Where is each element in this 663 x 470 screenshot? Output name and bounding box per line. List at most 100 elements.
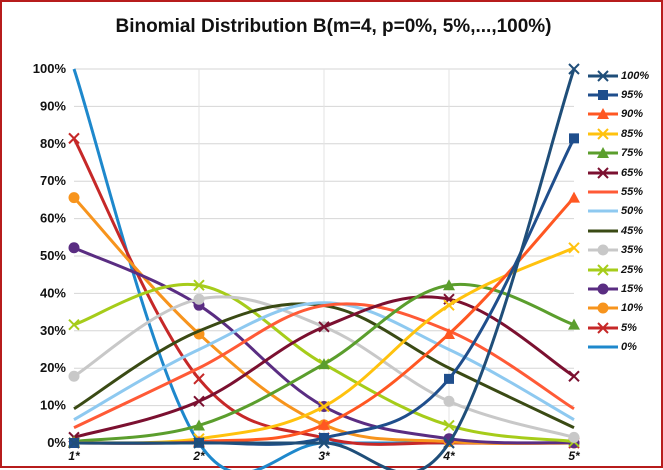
legend-label: 10% bbox=[621, 302, 644, 315]
legend-swatch bbox=[588, 108, 618, 120]
series-line bbox=[73, 302, 575, 430]
series-line bbox=[73, 301, 575, 421]
x-tick-label: 4* bbox=[442, 449, 456, 463]
data-point bbox=[68, 318, 80, 331]
legend-label: 95% bbox=[621, 89, 644, 102]
legend-swatch bbox=[588, 345, 618, 349]
legend-item: 100% bbox=[588, 66, 662, 85]
y-tick-label: 60% bbox=[40, 211, 66, 226]
legend-label: 75% bbox=[621, 147, 644, 160]
data-point bbox=[597, 283, 609, 295]
legend-label: 35% bbox=[621, 244, 644, 257]
data-point bbox=[568, 318, 580, 330]
legend-label: 100% bbox=[621, 69, 650, 82]
legend-item: 65% bbox=[588, 163, 662, 182]
legend: 100% 95% 90% 85% 75% 65% 55% 50% 45% 35% 25% 15% 10%… bbox=[588, 66, 662, 357]
series-100-pct bbox=[68, 63, 580, 470]
legend-item: 55% bbox=[588, 182, 662, 201]
legend-label: 90% bbox=[621, 108, 644, 121]
x-tick-label: 1* bbox=[68, 449, 81, 463]
data-point bbox=[318, 437, 330, 449]
x-tick-labels: 1* 2* 3* 4* 5* bbox=[68, 449, 581, 463]
data-point bbox=[568, 370, 580, 382]
data-point bbox=[597, 147, 609, 159]
y-tick-label: 20% bbox=[40, 360, 66, 375]
y-tick-label: 0% bbox=[47, 435, 66, 450]
data-point bbox=[568, 431, 580, 443]
legend-item: 25% bbox=[588, 260, 662, 279]
data-point bbox=[597, 322, 609, 334]
legend-label: 65% bbox=[621, 166, 644, 179]
x-tick-label: 3* bbox=[318, 449, 331, 463]
data-point bbox=[597, 69, 609, 82]
data-point bbox=[193, 373, 205, 385]
series-55-pct bbox=[73, 302, 575, 430]
legend-swatch bbox=[588, 90, 618, 101]
legend-label: 25% bbox=[621, 263, 644, 276]
y-tick-label: 40% bbox=[40, 285, 66, 300]
legend-swatch bbox=[588, 302, 618, 314]
data-point bbox=[443, 437, 455, 449]
y-tick-label: 50% bbox=[40, 248, 66, 263]
legend-item: 75% bbox=[588, 144, 662, 163]
y-tick-label: 10% bbox=[40, 398, 66, 413]
legend-item: 0% bbox=[588, 337, 662, 356]
legend-swatch bbox=[588, 209, 618, 213]
data-point bbox=[319, 432, 329, 443]
data-point bbox=[193, 293, 205, 305]
data-point bbox=[68, 370, 80, 382]
gridlines bbox=[74, 68, 574, 444]
legend-swatch bbox=[588, 263, 618, 276]
chart-title: Binomial Distribution B(m=4, p=0%, 5%,..… bbox=[115, 16, 552, 37]
data-point bbox=[318, 418, 330, 430]
data-point bbox=[443, 327, 455, 339]
data-point bbox=[597, 166, 609, 179]
data-point bbox=[193, 419, 205, 431]
data-point bbox=[443, 395, 455, 407]
legend-item: 35% bbox=[588, 241, 662, 260]
data-point bbox=[597, 244, 609, 256]
data-point bbox=[597, 108, 609, 120]
data-point bbox=[68, 192, 80, 204]
legend-item: 15% bbox=[588, 279, 662, 298]
legend-swatch bbox=[588, 128, 618, 140]
x-tick-label: 2* bbox=[192, 449, 206, 463]
data-point bbox=[598, 90, 608, 101]
legend-label: 5% bbox=[621, 321, 637, 334]
legend-swatch bbox=[588, 229, 618, 233]
data-point bbox=[68, 132, 80, 145]
data-point bbox=[318, 358, 330, 370]
legend-swatch bbox=[588, 69, 618, 82]
data-point bbox=[569, 133, 579, 144]
data-point bbox=[443, 299, 455, 311]
data-point bbox=[68, 437, 80, 449]
series-50-pct bbox=[73, 301, 575, 421]
data-point bbox=[597, 128, 609, 140]
series-line bbox=[74, 68, 576, 470]
y-tick-label: 100% bbox=[33, 61, 67, 76]
legend-item: 90% bbox=[588, 105, 662, 124]
y-tick-labels: 0% 10% 20% 30% 40% 50% 60% 70% 80% 90% 100% bbox=[33, 61, 67, 450]
series-75-pct bbox=[68, 279, 580, 447]
data-point bbox=[318, 400, 330, 413]
legend-label: 85% bbox=[621, 127, 644, 140]
legend-swatch bbox=[588, 147, 618, 159]
data-point bbox=[443, 279, 455, 291]
data-point bbox=[568, 191, 580, 203]
data-point bbox=[568, 242, 580, 254]
data-point bbox=[193, 395, 205, 408]
data-point bbox=[318, 321, 330, 333]
legend-swatch bbox=[588, 190, 618, 194]
legend-label: 15% bbox=[621, 282, 644, 295]
data-point bbox=[193, 279, 205, 291]
legend-item: 5% bbox=[588, 318, 662, 337]
legend-label: 0% bbox=[621, 341, 637, 354]
data-point bbox=[68, 242, 80, 254]
data-point bbox=[597, 302, 609, 314]
legend-item: 45% bbox=[588, 221, 662, 240]
data-point bbox=[444, 373, 454, 384]
legend-item: 50% bbox=[588, 202, 662, 221]
legend-swatch bbox=[588, 166, 618, 179]
